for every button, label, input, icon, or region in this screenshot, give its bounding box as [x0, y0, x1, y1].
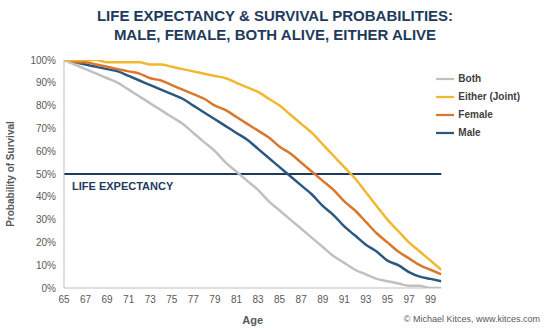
- svg-text:89: 89: [317, 294, 329, 305]
- svg-text:100%: 100%: [30, 55, 56, 66]
- html-text:LIFE EXPECTANCY & SURVIVAL PRO: LIFE EXPECTANCY & SURVIVAL PROBABILITIES…: [96, 7, 454, 24]
- svg-text:99: 99: [425, 294, 437, 305]
- svg-text:20%: 20%: [36, 237, 56, 248]
- svg-text:79: 79: [209, 294, 221, 305]
- svg-text:70%: 70%: [36, 123, 56, 134]
- html-text:Male: Male: [458, 126, 481, 138]
- svg-text:80%: 80%: [36, 100, 56, 111]
- html-text:Female: Female: [458, 108, 493, 120]
- svg-text:30%: 30%: [36, 214, 56, 225]
- svg-text:77: 77: [188, 294, 200, 305]
- svg-text:40%: 40%: [36, 191, 56, 202]
- svg-text:65: 65: [58, 294, 70, 305]
- html-text:Both: Both: [458, 72, 482, 84]
- svg-text:67: 67: [80, 294, 92, 305]
- svg-text:0%: 0%: [42, 283, 57, 294]
- svg-text:87: 87: [296, 294, 308, 305]
- svg-text:71: 71: [123, 294, 135, 305]
- svg-text:69: 69: [102, 294, 114, 305]
- svg-text:73: 73: [145, 294, 157, 305]
- html-text:Either (Joint): Either (Joint): [458, 90, 520, 102]
- svg-text:85: 85: [274, 294, 286, 305]
- svg-text:10%: 10%: [36, 260, 56, 271]
- svg-text:83: 83: [252, 294, 264, 305]
- html-text:© Michael Kitces, www.kitces.c: © Michael Kitces, www.kitces.com: [403, 314, 540, 324]
- svg-text:93: 93: [360, 294, 372, 305]
- svg-text:LIFE EXPECTANCY: LIFE EXPECTANCY: [72, 180, 174, 192]
- html-text:MALE, FEMALE, BOTH ALIVE, EITH: MALE, FEMALE, BOTH ALIVE, EITHER ALIVE: [113, 26, 437, 43]
- svg-text:95: 95: [382, 294, 394, 305]
- svg-text:81: 81: [231, 294, 243, 305]
- svg-text:91: 91: [339, 294, 351, 305]
- svg-text:97: 97: [403, 294, 415, 305]
- svg-text:90%: 90%: [36, 77, 56, 88]
- svg-text:Probability of Survival: Probability of Survival: [8, 121, 16, 227]
- svg-text:50%: 50%: [36, 169, 56, 180]
- svg-text:75: 75: [166, 294, 178, 305]
- svg-text:60%: 60%: [36, 146, 56, 157]
- svg-text:Age: Age: [242, 314, 263, 326]
